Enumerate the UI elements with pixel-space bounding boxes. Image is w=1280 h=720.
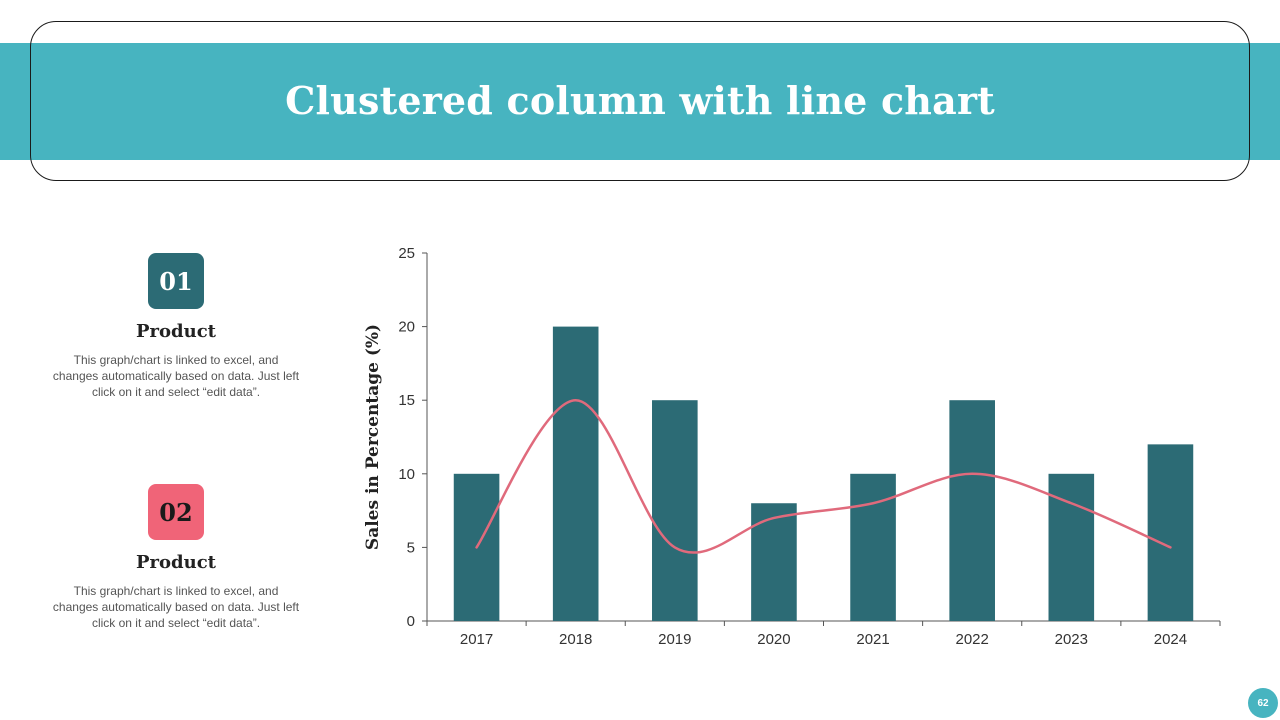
bar-2019 [652, 400, 698, 621]
trend-line [475, 398, 1172, 554]
x-tick-label: 2017 [460, 631, 493, 648]
bar-2021 [850, 473, 896, 621]
number-badge: 02 [148, 484, 204, 540]
card-title: Product [136, 552, 216, 573]
product-card-2: 02 Product This graph/chart is linked to… [50, 484, 302, 631]
bar-2022 [949, 400, 995, 621]
x-tick-label: 2019 [658, 631, 691, 648]
card-description: This graph/chart is linked to excel, and… [52, 584, 300, 630]
y-tick-label: 20 [398, 319, 415, 336]
bar-2020 [751, 503, 797, 621]
y-tick-label: 25 [398, 245, 415, 262]
y-tick-label: 5 [407, 539, 415, 556]
y-tick-label: 10 [398, 466, 415, 483]
x-tick-label: 2020 [757, 631, 790, 648]
card-title: Product [136, 321, 216, 342]
x-tick-label: 2021 [856, 631, 889, 648]
header-frame [30, 21, 1250, 181]
y-axis-title: Sales in Percentage (%) [363, 324, 383, 550]
number-badge: 01 [148, 253, 204, 309]
clustered-column-line-chart: 0 5 10 15 20 25 2017 2018 2019 2020 2021 2022 2023 20… [363, 245, 1221, 648]
page-number: 62 [1248, 688, 1278, 718]
page-title: Clustered column with line chart [285, 78, 995, 123]
x-tick-label: 2018 [559, 631, 592, 648]
bar-2018 [552, 326, 599, 621]
product-card-1: 01 Product This graph/chart is linked to… [50, 253, 302, 400]
y-tick-label: 0 [407, 613, 415, 630]
x-tick-label: 2024 [1154, 631, 1187, 648]
card-description: This graph/chart is linked to excel, and… [52, 353, 300, 399]
y-tick-label: 15 [398, 392, 415, 409]
header-band [0, 43, 1280, 160]
x-tick-label: 2023 [1055, 631, 1088, 648]
bar-2024 [1147, 444, 1194, 621]
x-tick-label: 2022 [956, 631, 989, 648]
